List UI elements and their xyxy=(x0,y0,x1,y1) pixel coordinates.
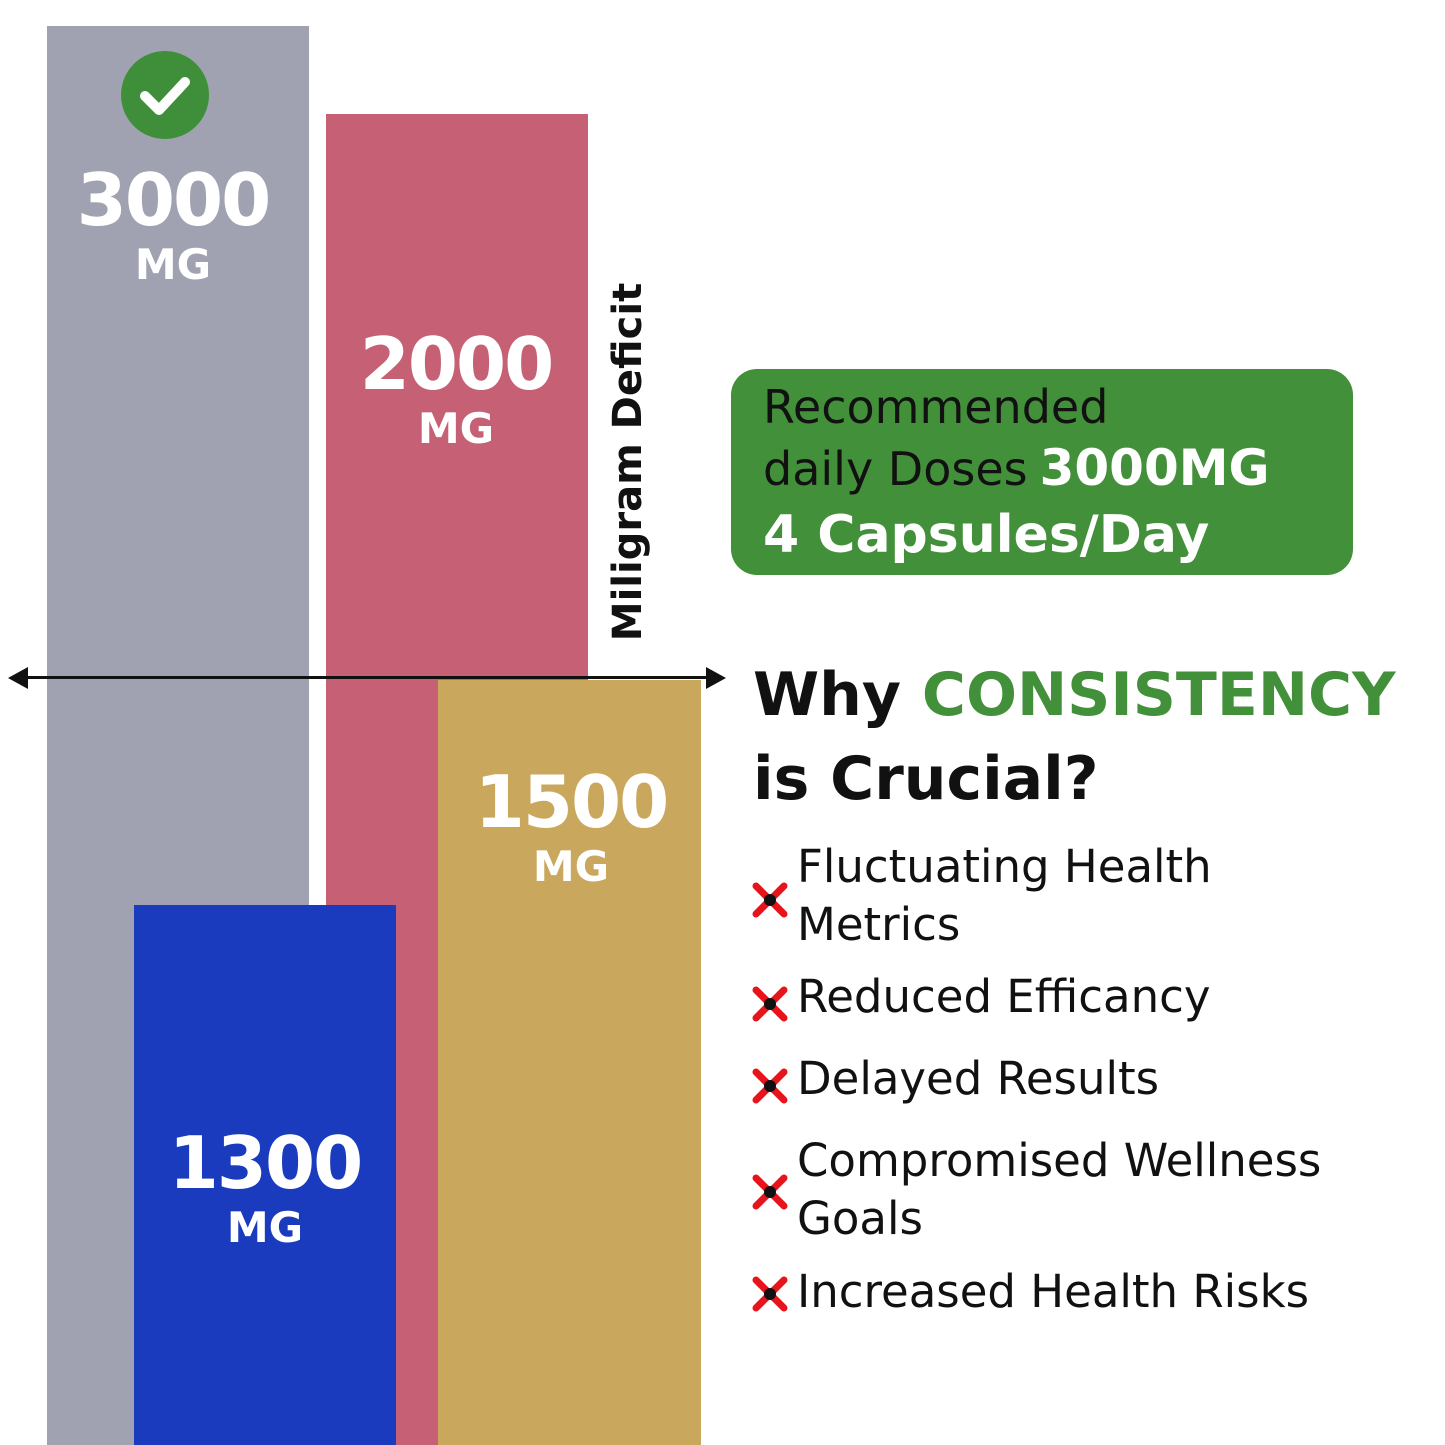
reason-item: Compromised Wellness Goals xyxy=(750,1132,1400,1248)
recommendation-box: Recommended daily Doses 3000MG 4 Capsules… xyxy=(731,369,1353,575)
bar-1300mg xyxy=(134,905,396,1445)
bar-label-1300: 1300 MG xyxy=(134,1127,396,1249)
reason-text: Fluctuating Health Metrics xyxy=(797,838,1212,954)
recommendation-line2: daily Doses 3000MG xyxy=(763,437,1353,500)
axis-line xyxy=(16,676,716,679)
x-icon xyxy=(750,1168,790,1210)
check-icon xyxy=(121,51,209,139)
reason-line1: Fluctuating Health xyxy=(797,840,1212,893)
recommendation-prefix: daily Doses xyxy=(763,442,1028,496)
reason-line2: Metrics xyxy=(797,898,961,951)
reason-item: Reduced Efficancy xyxy=(750,968,1400,1026)
bar-unit: MG xyxy=(134,240,212,289)
reason-item: Increased Health Risks xyxy=(750,1263,1400,1321)
bar-value: 3000 xyxy=(76,158,271,242)
heading-part1: Why xyxy=(753,660,902,730)
bar-1500mg xyxy=(438,680,701,1445)
consistency-heading: Why CONSISTENCY is Crucial? xyxy=(753,653,1396,821)
recommendation-line1: Recommended xyxy=(763,380,1109,434)
reason-text: Compromised Wellness Goals xyxy=(797,1132,1321,1248)
bar-label-2000: 2000 MG xyxy=(330,328,582,450)
heading-highlight: CONSISTENCY xyxy=(921,660,1396,730)
reason-line2: Goals xyxy=(797,1192,923,1245)
recommendation-dose: 3000MG xyxy=(1039,439,1270,497)
bar-value: 2000 xyxy=(359,322,554,406)
recommendation-capsules: 4 Capsules/Day xyxy=(763,505,1210,565)
x-icon xyxy=(750,980,790,1022)
reason-text: Delayed Results xyxy=(797,1050,1159,1108)
x-icon xyxy=(750,1270,790,1312)
arrow-left-icon xyxy=(8,667,28,689)
reason-item: Delayed Results xyxy=(750,1050,1400,1108)
heading-line2: is Crucial? xyxy=(753,744,1099,814)
reason-text: Reduced Efficancy xyxy=(797,968,1210,1026)
bar-unit: MG xyxy=(226,1203,304,1252)
bar-value: 1300 xyxy=(168,1121,363,1205)
bar-unit: MG xyxy=(417,404,495,453)
bar-value: 1500 xyxy=(474,760,669,844)
arrow-right-icon xyxy=(706,667,726,689)
x-icon xyxy=(750,1062,790,1104)
bar-label-3000: 3000 MG xyxy=(47,164,299,286)
reason-text: Increased Health Risks xyxy=(797,1263,1309,1321)
bar-unit: MG xyxy=(532,842,610,891)
x-icon xyxy=(750,876,790,918)
heading-line1: Why CONSISTENCY xyxy=(753,653,1396,737)
reason-line1: Delayed Results xyxy=(797,1052,1160,1105)
reason-line1: Increased Health Risks xyxy=(797,1265,1310,1318)
deficit-label: Miligram Deficit xyxy=(605,282,651,642)
reason-item: Fluctuating Health Metrics xyxy=(750,838,1400,954)
bar-label-1500: 1500 MG xyxy=(440,766,702,888)
reason-line1: Reduced Efficancy xyxy=(797,970,1211,1023)
reason-line1: Compromised Wellness xyxy=(797,1134,1322,1187)
